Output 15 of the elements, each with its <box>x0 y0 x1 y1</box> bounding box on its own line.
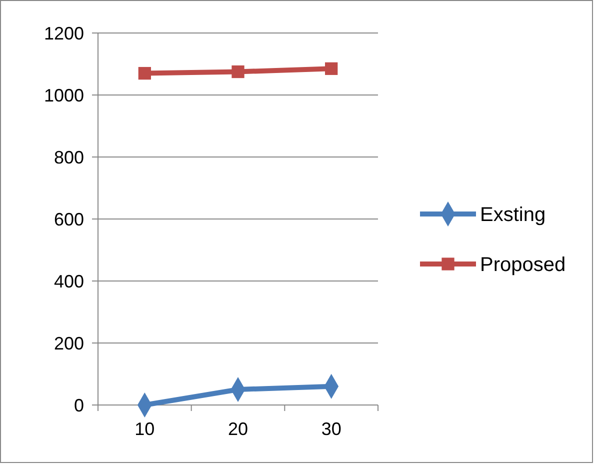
y-tick-label: 1200 <box>44 23 84 44</box>
y-tick-label: 800 <box>54 147 84 168</box>
x-tick-label: 20 <box>228 419 248 439</box>
y-tick-label: 400 <box>54 271 84 292</box>
point <box>325 62 338 75</box>
x-tick-label: 10 <box>134 419 155 439</box>
y-tick-label: 1000 <box>44 85 84 106</box>
x-tick-label: 30 <box>321 419 342 439</box>
y-tick-label: 0 <box>74 395 84 416</box>
legend-label: Proposed <box>480 254 566 276</box>
point <box>232 65 244 78</box>
y-tick-label: 600 <box>54 209 84 230</box>
legend-label: Exsting <box>480 204 546 226</box>
y-tick-label: 200 <box>54 333 84 354</box>
point <box>138 66 151 80</box>
